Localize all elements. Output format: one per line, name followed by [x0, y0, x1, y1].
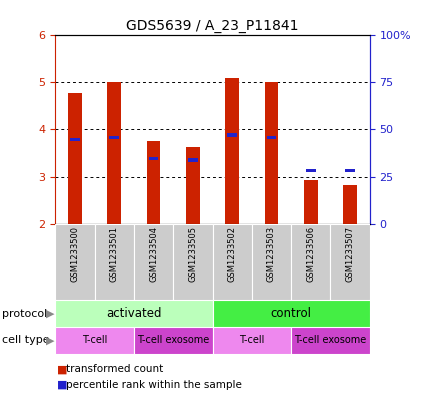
Text: T-cell: T-cell	[239, 335, 264, 345]
Text: GSM1233503: GSM1233503	[267, 226, 276, 282]
Bar	[252, 224, 291, 300]
Bar	[345, 169, 355, 172]
Bar	[212, 300, 370, 327]
Text: cell type: cell type	[2, 335, 50, 345]
Bar	[291, 224, 331, 300]
Bar	[331, 224, 370, 300]
Bar	[173, 224, 212, 300]
Bar	[55, 224, 94, 300]
Bar	[55, 300, 212, 327]
Text: T-cell exosome: T-cell exosome	[137, 335, 209, 345]
Text: T-cell exosome: T-cell exosome	[294, 335, 366, 345]
Bar	[149, 157, 159, 160]
Bar	[343, 185, 357, 224]
Bar	[266, 136, 276, 139]
Text: activated: activated	[106, 307, 162, 320]
Text: GSM1233501: GSM1233501	[110, 226, 119, 282]
Text: GSM1233507: GSM1233507	[346, 226, 354, 282]
Text: ■: ■	[57, 380, 68, 390]
Text: GSM1233500: GSM1233500	[71, 226, 79, 282]
Text: GSM1233502: GSM1233502	[228, 226, 237, 282]
Bar	[306, 169, 316, 172]
Bar	[225, 78, 239, 224]
Bar	[108, 83, 121, 224]
Bar	[227, 134, 237, 137]
Bar	[304, 180, 317, 224]
Text: GSM1233505: GSM1233505	[188, 226, 197, 282]
Text: percentile rank within the sample: percentile rank within the sample	[66, 380, 242, 390]
Text: transformed count: transformed count	[66, 364, 163, 375]
Text: ▶: ▶	[46, 309, 54, 319]
Bar	[70, 138, 80, 141]
Bar	[109, 136, 119, 139]
Text: T-cell: T-cell	[82, 335, 107, 345]
Bar	[212, 224, 252, 300]
Bar	[291, 327, 370, 354]
Bar	[134, 327, 212, 354]
Bar	[55, 327, 134, 354]
Bar	[68, 93, 82, 224]
Bar	[212, 327, 291, 354]
Text: ▶: ▶	[46, 335, 54, 345]
Bar	[188, 158, 198, 162]
Bar	[134, 224, 173, 300]
Text: GSM1233506: GSM1233506	[306, 226, 315, 282]
Text: protocol: protocol	[2, 309, 47, 319]
Title: GDS5639 / A_23_P11841: GDS5639 / A_23_P11841	[126, 19, 299, 33]
Bar	[94, 224, 134, 300]
Text: ■: ■	[57, 364, 68, 375]
Bar	[186, 147, 200, 224]
Bar	[265, 83, 278, 224]
Text: control: control	[271, 307, 312, 320]
Bar	[147, 141, 160, 224]
Text: GSM1233504: GSM1233504	[149, 226, 158, 282]
